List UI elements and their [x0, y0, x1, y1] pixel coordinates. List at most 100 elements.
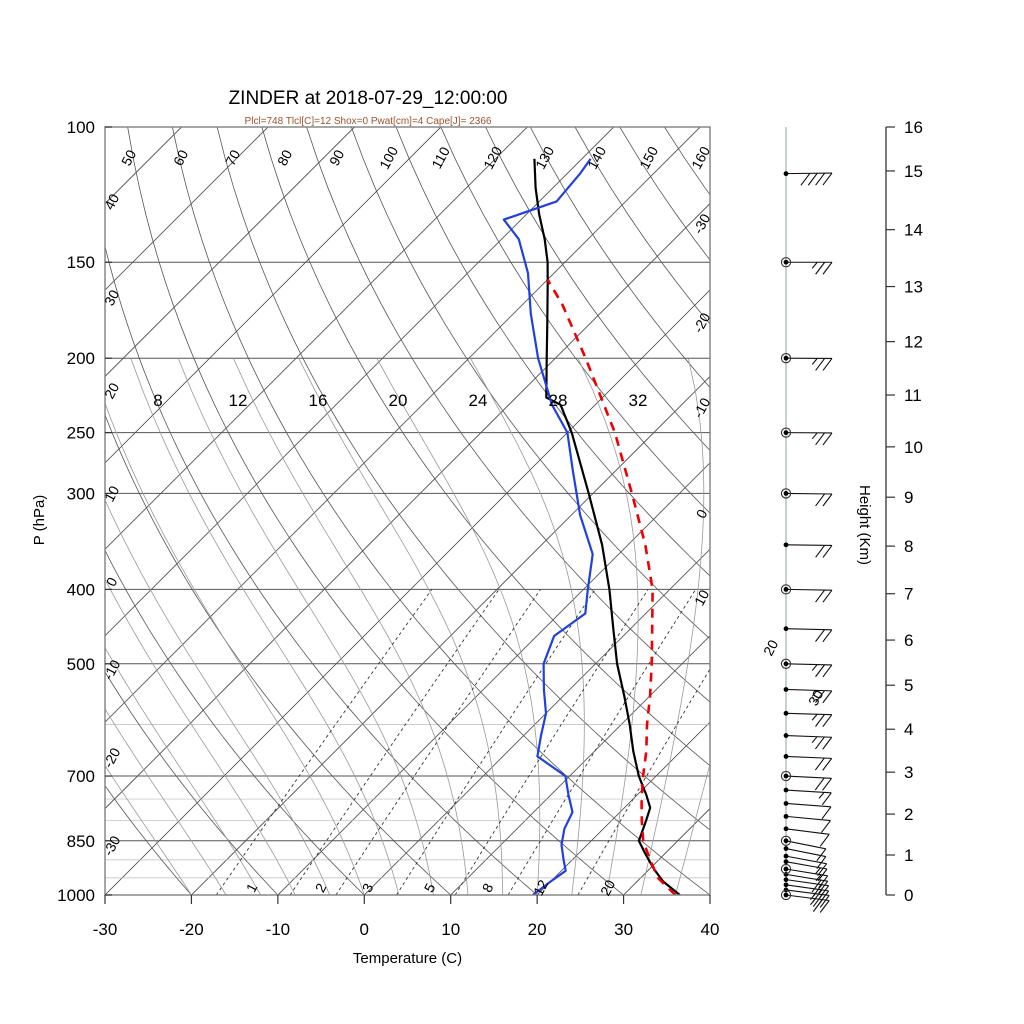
isotherm-20	[536, 721, 710, 895]
moist-adiabat-label-20: 20	[389, 391, 408, 410]
moist-adiabat-label-32: 32	[629, 391, 648, 410]
isotherm-left-label--30: -30	[100, 833, 124, 859]
moist-adiabat--12	[105, 646, 261, 895]
dry-adiabat-170	[754, 127, 1024, 895]
theta-label-60: 60	[170, 147, 192, 168]
wind-level-marker	[783, 491, 789, 496]
theta-label-150: 150	[636, 143, 661, 171]
wind-level-marker	[783, 586, 789, 592]
mixing-ratio-label-1: 1	[243, 880, 261, 895]
isotherm-right-label-10: 10	[691, 587, 713, 608]
wind-level-marker	[783, 801, 789, 806]
parcel-stats-subtitle: Plcl=748 Tlcl[C]=12 Shox=0 Pwat[cm]=4 Ca…	[244, 116, 492, 127]
wind-barb	[785, 861, 828, 882]
mixing-ratio-label-2: 2	[312, 880, 330, 895]
isotherm--100	[105, 127, 269, 291]
wind-barb	[785, 432, 833, 446]
wind-barb	[785, 848, 827, 869]
wind-level-marker	[783, 853, 789, 859]
mixing-ratio-label-12: 12	[530, 877, 552, 898]
moist-adiabat-24	[469, 357, 585, 895]
dry-adiabat-20	[105, 244, 538, 895]
moist-adiabat-label-8: 8	[153, 391, 162, 410]
temperature-curve	[533, 158, 681, 895]
wind-barb	[785, 663, 833, 678]
height-tick-label-8: 8	[904, 537, 913, 556]
height-tick-label-1: 1	[904, 846, 913, 865]
moist-adiabat--4	[105, 499, 331, 895]
wind-level-marker	[783, 355, 789, 361]
wind-level-marker	[783, 661, 789, 667]
height-tick-label-9: 9	[904, 488, 913, 507]
wind-barb	[785, 855, 828, 877]
theta-label-120: 120	[480, 143, 505, 171]
isotherm-right-label-0: 0	[693, 506, 711, 521]
theta-label-70: 70	[222, 147, 244, 168]
wind-barb	[785, 357, 833, 371]
pressure-tick-200: 200	[67, 349, 95, 368]
dry-adiabat-40	[172, 127, 710, 895]
wind-barb	[786, 261, 833, 275]
height-tick-label-10: 10	[904, 438, 923, 457]
wind-barb	[785, 873, 829, 894]
wind-level-marker	[783, 626, 789, 632]
dry-adiabat-130	[574, 127, 710, 325]
isotherm-left-label-40: 40	[101, 191, 123, 212]
wind-level-marker	[783, 259, 789, 265]
moist-adiabat-16	[298, 358, 503, 895]
isotherm-30	[623, 807, 710, 895]
mixing-ratio-label-20: 20	[597, 877, 619, 898]
wind-mandatory-level-200	[780, 353, 792, 364]
wind-mandatory-level-150	[780, 257, 792, 268]
wind-mandatory-level-1000	[780, 889, 792, 901]
isotherm-10	[450, 635, 710, 895]
parcel-curve	[546, 278, 677, 895]
moist-adiabat-label-24: 24	[469, 391, 488, 410]
moist-adiabat--8	[105, 578, 296, 895]
wind-level-marker	[783, 787, 789, 793]
wind-barb	[785, 544, 833, 558]
temp-tick-10: 10	[441, 920, 460, 939]
wind-barb	[785, 588, 833, 603]
temp-tick-40: 40	[701, 920, 720, 939]
mixing-ratio-label-8: 8	[479, 880, 497, 895]
dry-adiabat-50	[216, 127, 710, 831]
wind-mandatory-level-300	[780, 488, 792, 499]
moist-adiabat--20	[105, 764, 192, 895]
moist-adiabat-28	[577, 358, 639, 895]
wind-level-marker	[783, 733, 789, 738]
wind-level-marker	[783, 882, 789, 888]
mixing-ratio-1	[215, 589, 433, 895]
dry-adiabat--20	[105, 785, 192, 895]
pressure-tick-250: 250	[67, 424, 95, 443]
wind-mandatory-level-500	[780, 658, 792, 669]
pressure-tick-500: 500	[67, 655, 95, 674]
dry-adiabat-150	[664, 127, 710, 196]
isotherm-left-label-30: 30	[101, 287, 123, 308]
dry-adiabat-30	[127, 127, 624, 895]
plot-frame	[104, 126, 711, 896]
dry-adiabat-70	[306, 127, 710, 703]
height-tick-label-5: 5	[904, 676, 913, 695]
wind-barb	[785, 828, 830, 847]
height-tick-label-14: 14	[904, 221, 923, 240]
dry-adiabat-10	[105, 413, 451, 895]
isotherm--20	[191, 375, 710, 895]
moist-adiabat-label-28: 28	[549, 391, 568, 410]
wind-mandatory-level-250	[780, 427, 792, 438]
wind-barb	[785, 815, 831, 833]
isotherm-right-label-20: 20	[760, 637, 782, 658]
pressure-tick-850: 850	[67, 832, 95, 851]
pressure-tick-150: 150	[67, 253, 95, 272]
pressure-tick-700: 700	[67, 767, 95, 786]
dry-adiabat-100	[440, 127, 710, 514]
theta-label-100: 100	[376, 143, 401, 171]
moist-adiabat-4	[130, 358, 400, 895]
wind-barb	[785, 840, 827, 862]
height-tick-label-16: 16	[904, 118, 923, 137]
wind-level-marker	[783, 838, 789, 844]
wind-mandatory-level-400	[780, 584, 792, 595]
height-tick-label-3: 3	[904, 763, 913, 782]
wind-barb	[785, 688, 833, 704]
